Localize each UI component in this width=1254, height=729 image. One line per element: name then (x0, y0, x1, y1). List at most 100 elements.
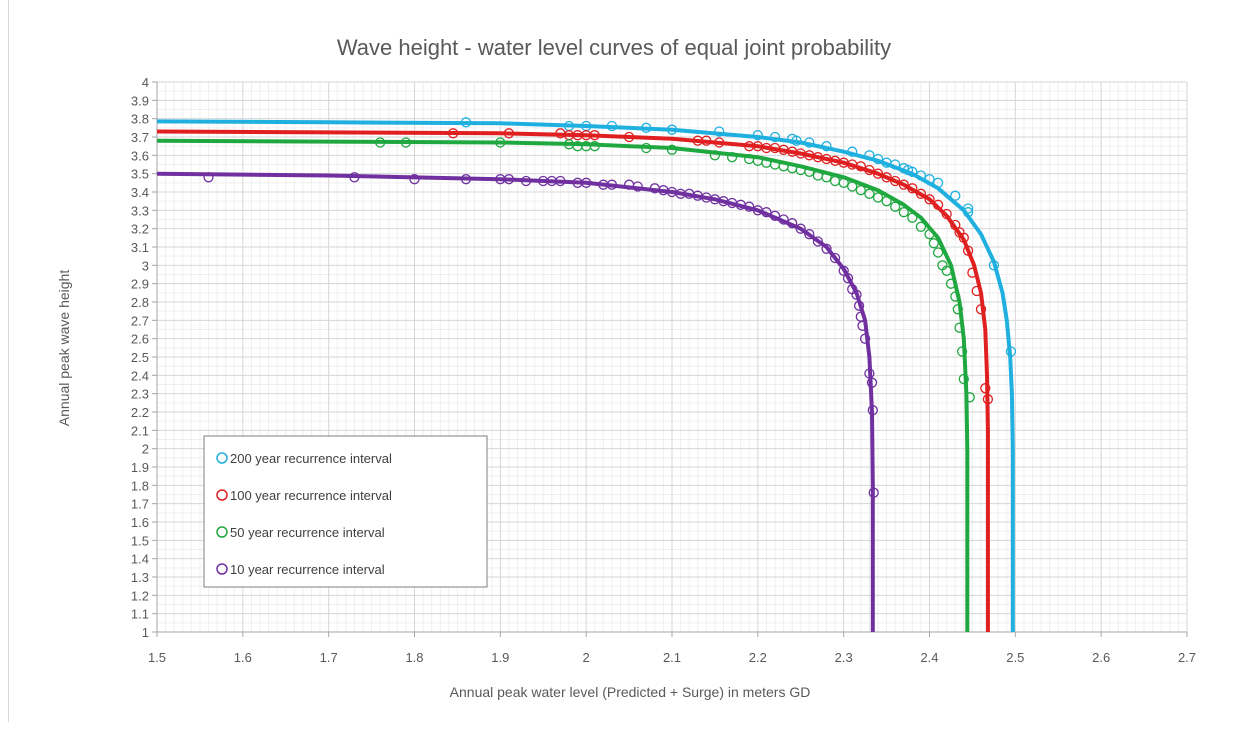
data-point (1005, 346, 1017, 357)
legend-label-2: 50 year recurrence interval (230, 525, 385, 540)
data-point (838, 177, 849, 188)
data-point (847, 181, 858, 192)
data-point (855, 161, 866, 172)
data-point (890, 159, 901, 170)
chart-svg: Wave height - water level curves of equa… (56, 35, 1196, 700)
series-curve-3 (156, 171, 875, 632)
chart-legend: 200 year recurrence interval 100 year rec… (203, 435, 488, 588)
data-point (864, 150, 875, 161)
data-point (962, 245, 974, 256)
data-point (964, 392, 975, 403)
y-tick-label: 4 (142, 75, 149, 90)
data-point (855, 185, 866, 196)
data-point (791, 135, 802, 146)
data-point (714, 126, 725, 137)
data-point (804, 166, 815, 177)
data-point (666, 144, 678, 155)
x-axis-ticks: 1.5 1.6 1.7 1.8 1.9 2 2.1 2.2 2.3 2.4 2.5 2.6 2.7 (148, 632, 1196, 665)
data-point (503, 174, 515, 185)
data-point (988, 260, 1000, 271)
data-point (866, 377, 878, 388)
data-point (666, 124, 678, 135)
x-tick-label: 1.9 (491, 650, 509, 665)
data-point (714, 137, 725, 148)
data-point (950, 190, 961, 201)
y-tick-label: 2.4 (131, 368, 149, 383)
data-point (503, 128, 515, 139)
y-tick-label: 2.2 (131, 405, 149, 420)
data-point (555, 175, 566, 187)
data-point (872, 192, 884, 203)
data-point (857, 320, 868, 331)
y-tick-label: 1.5 (131, 533, 149, 548)
data-point (769, 131, 781, 143)
x-tick-label: 1.5 (148, 650, 166, 665)
x-tick-label: 2.2 (749, 650, 767, 665)
y-tick-label: 3.6 (131, 148, 149, 163)
data-point (769, 210, 781, 221)
data-point (932, 177, 944, 188)
x-tick-label: 2.7 (1178, 650, 1196, 665)
data-point (409, 174, 420, 185)
legend-marker-1 (216, 489, 228, 501)
data-point (868, 487, 879, 498)
x-tick-label: 2.4 (920, 650, 938, 665)
data-point (864, 368, 875, 379)
data-point (872, 168, 884, 179)
data-point (907, 212, 918, 223)
y-tick-label: 1.6 (131, 515, 149, 530)
data-point (606, 120, 618, 132)
data-point (804, 229, 815, 240)
data-point (842, 273, 854, 284)
x-tick-label: 2.1 (663, 650, 681, 665)
data-point (932, 199, 944, 210)
chart-title: Wave height - water level curves of equa… (337, 35, 891, 60)
data-point (898, 207, 909, 218)
y-tick-label: 3.8 (131, 112, 149, 127)
data-point (867, 405, 878, 416)
data-point (859, 333, 871, 344)
y-tick-label: 1.7 (131, 497, 149, 512)
legend-label-3: 10 year recurrence interval (230, 562, 385, 577)
data-point (641, 122, 652, 133)
data-point (203, 172, 214, 183)
data-point (447, 128, 459, 139)
x-tick-label: 2.3 (835, 650, 853, 665)
data-point (581, 177, 592, 188)
data-point (589, 141, 600, 152)
data-point (847, 146, 858, 157)
data-point (495, 137, 506, 148)
y-tick-label: 2 (142, 442, 149, 457)
legend-marker-3 (216, 563, 228, 575)
x-tick-label: 2 (583, 650, 590, 665)
y-tick-label: 3 (142, 258, 149, 273)
data-point (606, 179, 618, 190)
data-point (982, 394, 994, 405)
data-point (975, 304, 987, 315)
data-point (864, 188, 875, 199)
data-point (520, 175, 532, 187)
legend-marker-0 (216, 452, 228, 464)
data-point (932, 247, 944, 258)
data-point (726, 152, 738, 163)
data-point (375, 137, 386, 148)
y-tick-label: 2.9 (131, 277, 149, 292)
y-tick-label: 1.3 (131, 570, 149, 585)
data-point (956, 346, 968, 357)
data-point (864, 164, 875, 176)
data-point (962, 207, 974, 218)
data-point (872, 153, 884, 165)
y-tick-label: 2.3 (131, 387, 149, 402)
data-point (881, 196, 892, 207)
data-point (641, 142, 652, 154)
data-point (928, 238, 939, 249)
chart-frame: Wave height - water level curves of equa… (8, 0, 1241, 722)
legend-label-0: 200 year recurrence interval (230, 451, 392, 466)
y-tick-label: 1.1 (131, 607, 149, 622)
data-point (804, 137, 815, 148)
data-point (851, 289, 862, 300)
y-tick-label: 2.6 (131, 332, 149, 347)
y-tick-label: 3.5 (131, 167, 149, 182)
y-tick-label: 2.7 (131, 313, 149, 328)
data-point (915, 170, 927, 181)
